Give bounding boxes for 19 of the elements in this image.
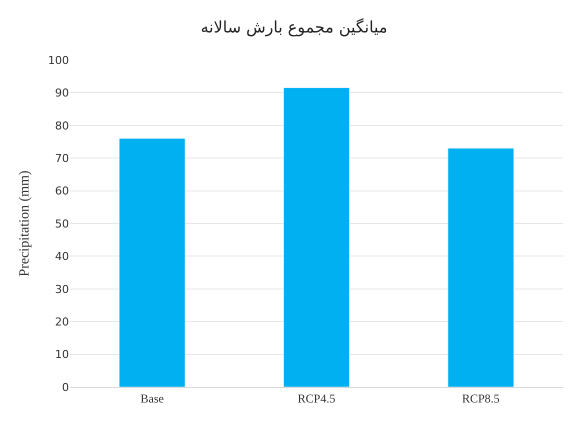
bar <box>119 138 186 387</box>
y-tick-label: 70 <box>55 152 69 165</box>
y-tick-label: 90 <box>55 86 69 100</box>
y-tick-label: 50 <box>55 217 69 230</box>
y-tick-label: 30 <box>55 282 69 296</box>
x-tick-label: RCP8.5 <box>462 391 500 406</box>
y-tick-label: 40 <box>55 250 69 264</box>
y-tick-label: 0 <box>62 380 69 394</box>
bar <box>283 88 350 387</box>
y-tick-label: 20 <box>55 315 69 328</box>
x-tick-label: RCP4.5 <box>298 391 336 406</box>
y-tick-label: 10 <box>55 348 69 362</box>
x-tick-label: Base <box>140 391 164 406</box>
chart-title: میانگین مجموع بارش سالانه <box>200 18 388 37</box>
y-tick-label: 100 <box>48 54 69 67</box>
y-axis-title: Precipitation (mm) <box>18 170 33 277</box>
bar <box>448 148 514 387</box>
y-tick-label: 60 <box>55 184 69 198</box>
y-tick-label: 80 <box>55 119 69 132</box>
